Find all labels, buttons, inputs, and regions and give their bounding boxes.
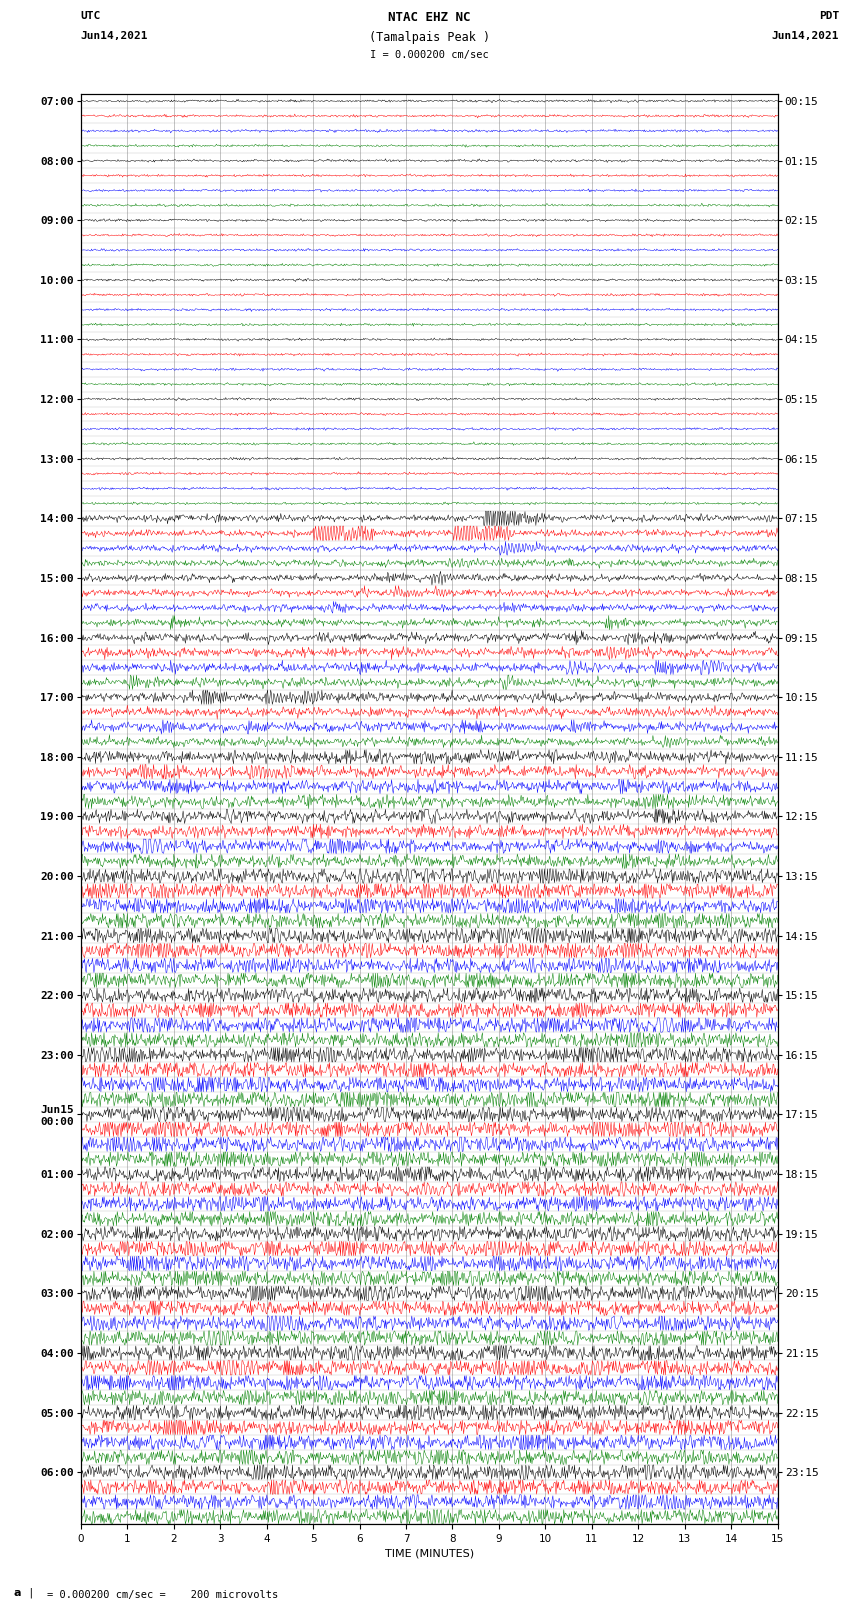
Text: = 0.000200 cm/sec =    200 microvolts: = 0.000200 cm/sec = 200 microvolts: [47, 1590, 278, 1600]
Text: $\mathbf{a}$ |: $\mathbf{a}$ |: [13, 1586, 32, 1600]
Text: UTC: UTC: [81, 11, 101, 21]
Text: NTAC EHZ NC: NTAC EHZ NC: [388, 11, 471, 24]
Text: Jun14,2021: Jun14,2021: [772, 31, 839, 40]
Text: (Tamalpais Peak ): (Tamalpais Peak ): [369, 31, 490, 44]
Text: PDT: PDT: [819, 11, 839, 21]
X-axis label: TIME (MINUTES): TIME (MINUTES): [385, 1548, 473, 1558]
Text: Jun14,2021: Jun14,2021: [81, 31, 148, 40]
Text: I = 0.000200 cm/sec: I = 0.000200 cm/sec: [370, 50, 489, 60]
